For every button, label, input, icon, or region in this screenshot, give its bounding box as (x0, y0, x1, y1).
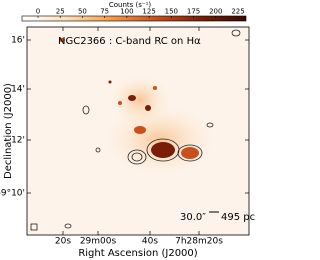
x-axis-label: Right Ascension (J2000) (78, 248, 197, 259)
colorbar-tick-label: 225 (231, 8, 244, 16)
y-tick-label: 14' (11, 85, 25, 95)
colorbar-tick-label: 125 (142, 8, 155, 16)
y-tick-label: 12' (11, 136, 25, 146)
panel-title: NGC2366 : C-band RC on Hα (58, 36, 201, 47)
colorbar (21, 15, 247, 22)
y-axis-label: Declination (J2000) (3, 83, 14, 179)
beam-box (30, 223, 38, 231)
colorbar-tick-label: 175 (187, 8, 200, 16)
y-tick-label: +69°10' (0, 189, 25, 199)
colorbar-tick-label: 50 (78, 8, 87, 16)
scale-angle: 30.0″ (180, 212, 206, 223)
colorbar-label: Counts (s⁻¹) (109, 1, 152, 9)
y-tick-label: 16' (11, 36, 25, 46)
figure: NGC2366 : C-band RC on Hα 30.0″ 495 pc C… (0, 1, 255, 259)
x-tick-label: 29m00s (80, 237, 117, 247)
colorbar-tick-label: 100 (120, 8, 133, 16)
colorbar-tick-label: 25 (56, 8, 65, 16)
x-tick-label: 7h28m20s (175, 237, 223, 247)
colorbar-tick-label: 75 (100, 8, 109, 16)
x-tick-label: 40s (142, 237, 158, 247)
colorbar-tick-label: 200 (209, 8, 222, 16)
x-tick-label: 20s (55, 237, 71, 247)
emission (59, 29, 241, 229)
colorbar-tick-label: 0 (36, 8, 40, 16)
colorbar-tick-label: 150 (165, 8, 178, 16)
scale-length: 495 pc (221, 212, 255, 223)
